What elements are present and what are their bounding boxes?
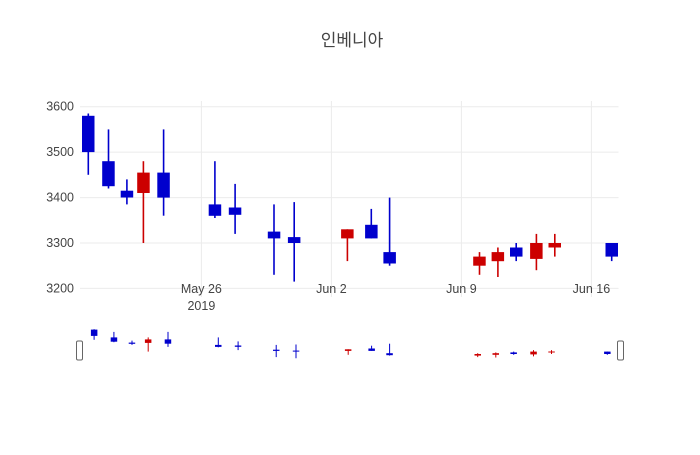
svg-text:2019: 2019 <box>187 299 215 313</box>
svg-text:May 26: May 26 <box>181 282 222 296</box>
svg-text:Jun 9: Jun 9 <box>446 282 477 296</box>
svg-text:3300: 3300 <box>46 236 74 250</box>
svg-text:Jun 2: Jun 2 <box>316 282 347 296</box>
svg-text:3500: 3500 <box>46 145 74 159</box>
svg-text:인베니아: 인베니아 <box>321 26 384 51</box>
svg-text:3600: 3600 <box>46 100 74 114</box>
svg-text:3200: 3200 <box>46 281 74 295</box>
svg-text:3400: 3400 <box>46 191 74 205</box>
svg-text:Jun 16: Jun 16 <box>573 282 611 296</box>
